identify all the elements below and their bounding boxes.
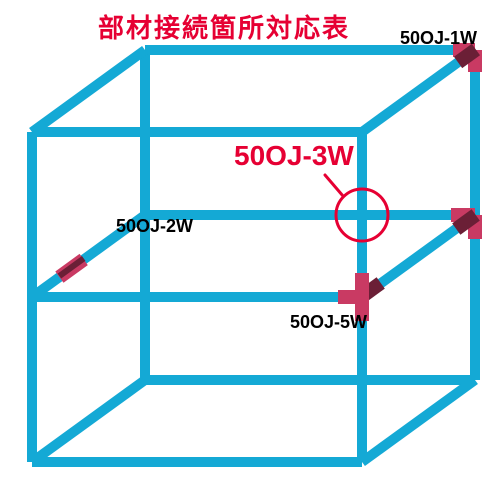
label-1w: 50OJ-1W bbox=[400, 28, 477, 49]
diagram-title: 部材接続箇所対応表 bbox=[98, 8, 350, 45]
label-5w: 50OJ-5W bbox=[290, 312, 367, 333]
frame-diagonals bbox=[32, 50, 475, 462]
highlight-label-3w: 50OJ-3W bbox=[234, 140, 354, 172]
connectors bbox=[55, 43, 482, 321]
frame-front bbox=[32, 132, 362, 462]
highlight-leader bbox=[325, 175, 343, 196]
label-2w: 50OJ-2W bbox=[116, 216, 193, 237]
